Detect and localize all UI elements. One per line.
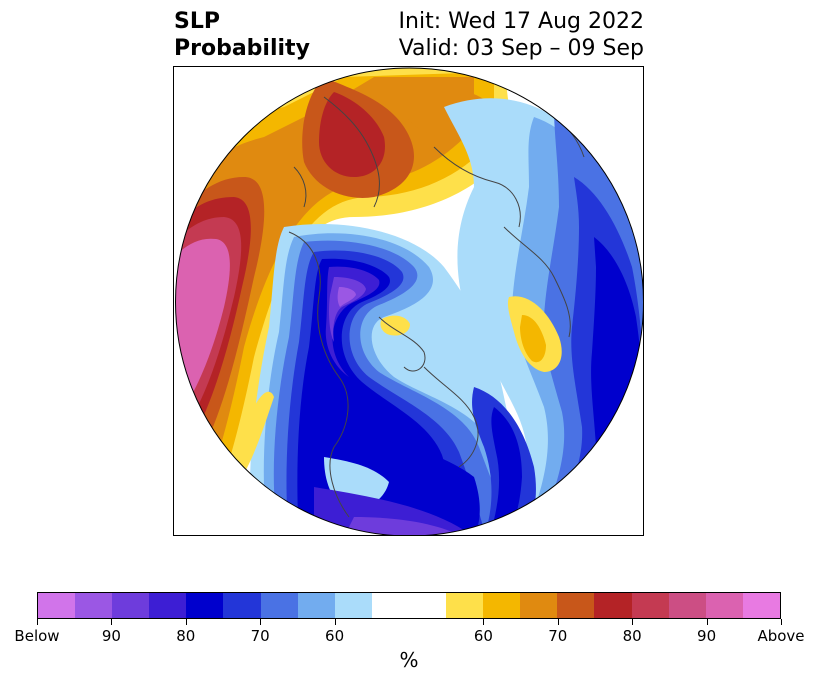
colorbar-segment xyxy=(260,593,298,618)
colorbar-tick xyxy=(482,619,484,625)
colorbar-tick-label: 60 xyxy=(325,627,345,645)
colorbar-segment xyxy=(594,593,632,618)
colorbar-segment xyxy=(668,593,706,618)
colorbar-tick-label: Above xyxy=(757,627,805,645)
colorbar-segment xyxy=(520,593,558,618)
colorbar-segment xyxy=(371,593,447,618)
colorbar-segment xyxy=(75,593,113,618)
colorbar-tick-label: 70 xyxy=(548,627,568,645)
colorbar-segment xyxy=(297,593,335,618)
colorbar-tick-label: 80 xyxy=(176,627,196,645)
colorbar-segment xyxy=(446,593,484,618)
colorbar-tick-label: 60 xyxy=(473,627,493,645)
colorbar-segment xyxy=(705,593,743,618)
coastlines xyxy=(288,96,585,518)
colorbar-tick xyxy=(259,619,261,625)
colorbar-tick xyxy=(631,619,633,625)
probability-field xyxy=(175,68,643,535)
colorbar-tick xyxy=(185,619,187,625)
colorbar-segment xyxy=(223,593,261,618)
colorbar-tick-label: 90 xyxy=(697,627,717,645)
colorbar-tick-label: Below xyxy=(14,627,60,645)
colorbar-tick xyxy=(334,619,336,625)
colorbar-segment xyxy=(334,593,372,618)
colorbar-tick xyxy=(110,619,112,625)
colorbar-tick-label: 70 xyxy=(250,627,270,645)
map-boundary xyxy=(175,67,643,535)
polar-map xyxy=(173,66,644,536)
colorbar xyxy=(37,592,781,619)
colorbar-units: % xyxy=(399,648,419,672)
title-variable: SLP xyxy=(174,9,220,34)
colorbar-tick xyxy=(780,619,782,625)
colorbar-tick xyxy=(557,619,559,625)
colorbar-tick-label: 90 xyxy=(101,627,121,645)
colorbar-segment xyxy=(557,593,595,618)
colorbar-segment xyxy=(149,593,187,618)
title-field: Probability xyxy=(174,36,310,61)
colorbar-segment xyxy=(742,593,780,618)
colorbar-segment xyxy=(112,593,150,618)
colorbar-segment xyxy=(631,593,669,618)
init-date: Init: Wed 17 Aug 2022 xyxy=(398,9,644,34)
colorbar-segment xyxy=(38,593,76,618)
colorbar-tick-label: 80 xyxy=(622,627,642,645)
colorbar-segment xyxy=(186,593,224,618)
map-title-left: SLP Probability xyxy=(174,8,310,62)
colorbar-segment xyxy=(483,593,521,618)
colorbar-tick xyxy=(706,619,708,625)
probability-map-svg xyxy=(175,67,643,535)
map-title-right: Init: Wed 17 Aug 2022 Valid: 03 Sep – 09… xyxy=(399,8,644,62)
colorbar-tick xyxy=(36,619,38,625)
valid-range: Valid: 03 Sep – 09 Sep xyxy=(398,36,644,61)
